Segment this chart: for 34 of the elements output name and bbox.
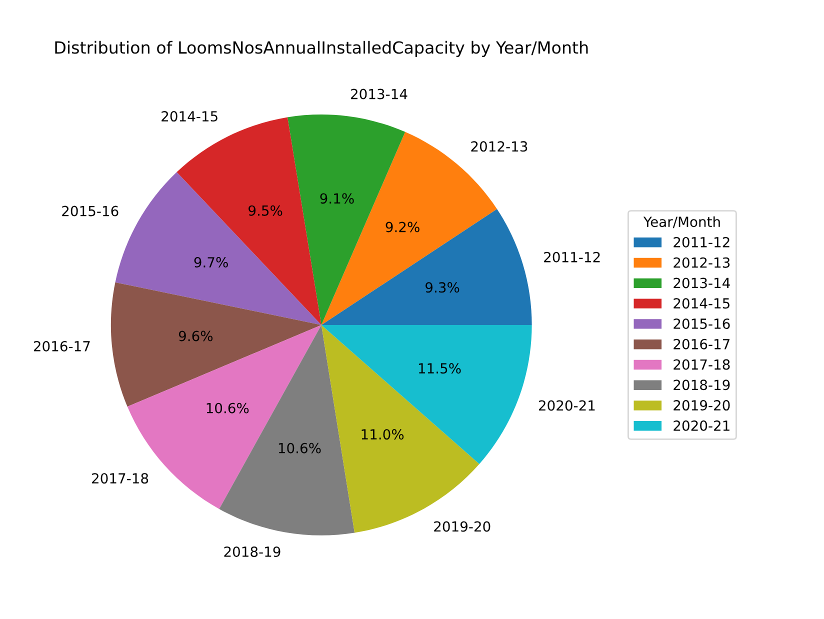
data-label: 9.5% [248, 205, 282, 216]
data-label: 11.5% [418, 363, 461, 374]
legend-label: 2020-21 [674, 420, 730, 431]
pie-slice [321, 208, 532, 325]
legend-label: 2017-18 [674, 359, 730, 370]
data-label: 9.3% [426, 282, 460, 293]
legend-label: 2016-17 [674, 338, 730, 350]
data-label: 10.6% [206, 402, 249, 414]
slice-label: 2019-20 [434, 521, 490, 532]
slice-label: 2020-21 [538, 400, 595, 411]
pie-slice [321, 324, 532, 464]
data-label: 9.2% [386, 222, 420, 232]
legend-label: 2013-14 [674, 278, 730, 288]
legend-label: 2019-20 [674, 400, 730, 411]
legend-label: 2011-12 [674, 236, 730, 248]
slice-label: 2017-18 [92, 473, 148, 484]
data-label: 11.0% [362, 429, 404, 440]
slice-label: 2015-16 [62, 206, 118, 216]
data-label: 9.1% [320, 193, 354, 204]
slice-label: 2012-13 [471, 141, 528, 152]
slice-label: 2014-15 [162, 111, 218, 122]
data-label: 9.7% [194, 257, 228, 268]
legend-title: Year/Month [643, 216, 720, 228]
slice-label: 2013-14 [351, 88, 408, 100]
legend-label: 2014-15 [674, 298, 730, 309]
data-label: 10.6% [278, 442, 321, 454]
chart-title: Distribution of LoomsNosAnnualInstalledCapacity by Year/Month [55, 40, 588, 58]
slice-label: 2018-19 [224, 546, 280, 558]
legend-label: 2015-16 [674, 318, 730, 330]
slice-label: 2016-17 [34, 340, 90, 352]
legend-label: 2012-13 [674, 257, 730, 268]
data-label: 9.6% [178, 330, 213, 342]
slice-label: 2011-12 [544, 252, 600, 262]
legend-label: 2018-19 [674, 380, 730, 390]
